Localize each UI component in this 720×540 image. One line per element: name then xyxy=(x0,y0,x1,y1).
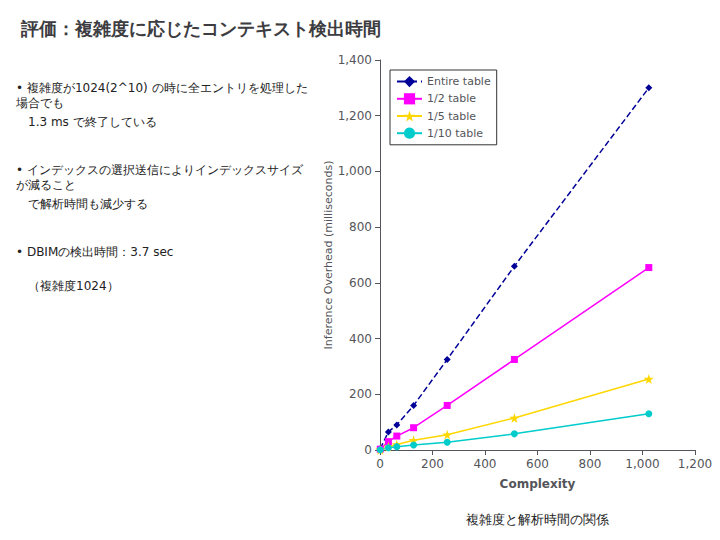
svg-text:• インデックスの選択送信によりインデックスサイズ: • インデックスの選択送信によりインデックスサイズ xyxy=(16,163,304,177)
svg-text:で解析時間も減少する: で解析時間も減少する xyxy=(28,197,148,211)
svg-text:200: 200 xyxy=(421,457,444,471)
svg-text:600: 600 xyxy=(526,457,549,471)
svg-text:• DBIMの検出時間：3.7 sec: • DBIMの検出時間：3.7 sec xyxy=(16,245,173,259)
svg-text:1,200: 1,200 xyxy=(338,109,372,123)
svg-text:• 複雑度が1024(2^10) の時に全エントリを処理した: • 複雑度が1024(2^10) の時に全エントリを処理した xyxy=(16,81,308,95)
svg-text:1,000: 1,000 xyxy=(625,457,659,471)
svg-text:1,000: 1,000 xyxy=(338,164,372,178)
svg-text:1/5 table: 1/5 table xyxy=(427,110,476,123)
svg-text:1.3 ms で終了している: 1.3 ms で終了している xyxy=(28,115,157,129)
svg-text:1/10 table: 1/10 table xyxy=(427,127,483,140)
svg-text:が減ること: が減ること xyxy=(16,178,76,192)
svg-text:800: 800 xyxy=(349,220,372,234)
svg-text:0: 0 xyxy=(364,443,372,457)
svg-text:600: 600 xyxy=(349,276,372,290)
svg-text:Complexity: Complexity xyxy=(500,477,576,491)
svg-text:1,400: 1,400 xyxy=(338,53,372,67)
svg-text:400: 400 xyxy=(474,457,497,471)
svg-text:場合でも: 場合でも xyxy=(15,96,64,110)
svg-text:（複雑度1024）: （複雑度1024） xyxy=(28,279,119,293)
svg-text:0: 0 xyxy=(376,457,384,471)
svg-text:複雑度と解析時間の関係: 複雑度と解析時間の関係 xyxy=(466,512,609,527)
svg-text:800: 800 xyxy=(579,457,602,471)
svg-text:評価：複雑度に応じたコンテキスト検出時間: 評価：複雑度に応じたコンテキスト検出時間 xyxy=(20,18,381,39)
svg-text:1/2 table: 1/2 table xyxy=(427,92,476,105)
svg-text:Entire table: Entire table xyxy=(427,75,491,88)
svg-text:200: 200 xyxy=(349,387,372,401)
svg-text:1,200: 1,200 xyxy=(678,457,712,471)
svg-text:Inference Overhead (millisecon: Inference Overhead (milliseconds) xyxy=(322,161,335,350)
svg-text:400: 400 xyxy=(349,332,372,346)
